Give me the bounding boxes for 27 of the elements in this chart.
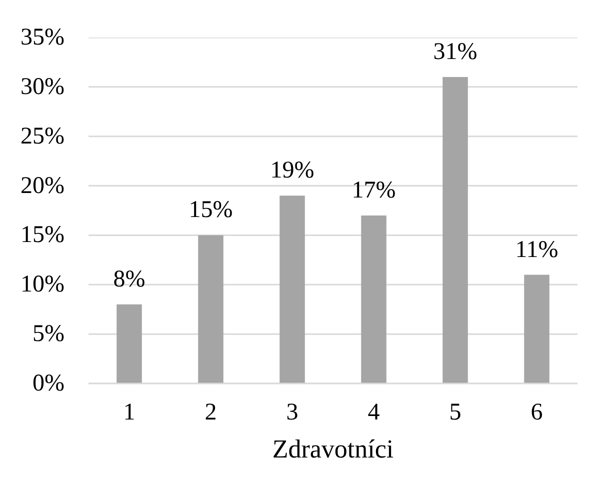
x-tick-label: 6 (530, 400, 543, 426)
bar (442, 77, 468, 384)
x-axis-title: Zdravotníci (272, 434, 394, 464)
data-label: 31% (433, 39, 478, 66)
data-label: 15% (188, 197, 233, 224)
bar (524, 274, 550, 384)
x-tick-label: 4 (368, 400, 380, 426)
y-tick-label: 10% (20, 272, 65, 298)
bar (280, 196, 305, 384)
data-label: 11% (515, 236, 558, 263)
y-tick-label: 5% (32, 321, 65, 348)
y-tick-label: 0% (32, 370, 65, 396)
data-label: 19% (270, 158, 314, 184)
data-label: 17% (352, 177, 396, 204)
x-tick-label: 1 (123, 400, 136, 426)
y-tick-label: 30% (20, 74, 65, 100)
data-label: 8% (113, 266, 146, 292)
y-tick-label: 15% (20, 222, 65, 248)
bar (361, 215, 386, 384)
y-tick-label: 20% (20, 172, 65, 199)
y-tick-label: 25% (20, 123, 65, 150)
bar (116, 304, 142, 384)
x-tick-label: 5 (449, 400, 462, 426)
x-tick-label: 3 (286, 400, 298, 426)
x-tick-label: 2 (204, 400, 217, 426)
bar (198, 235, 224, 384)
y-tick-label: 35% (20, 24, 65, 50)
